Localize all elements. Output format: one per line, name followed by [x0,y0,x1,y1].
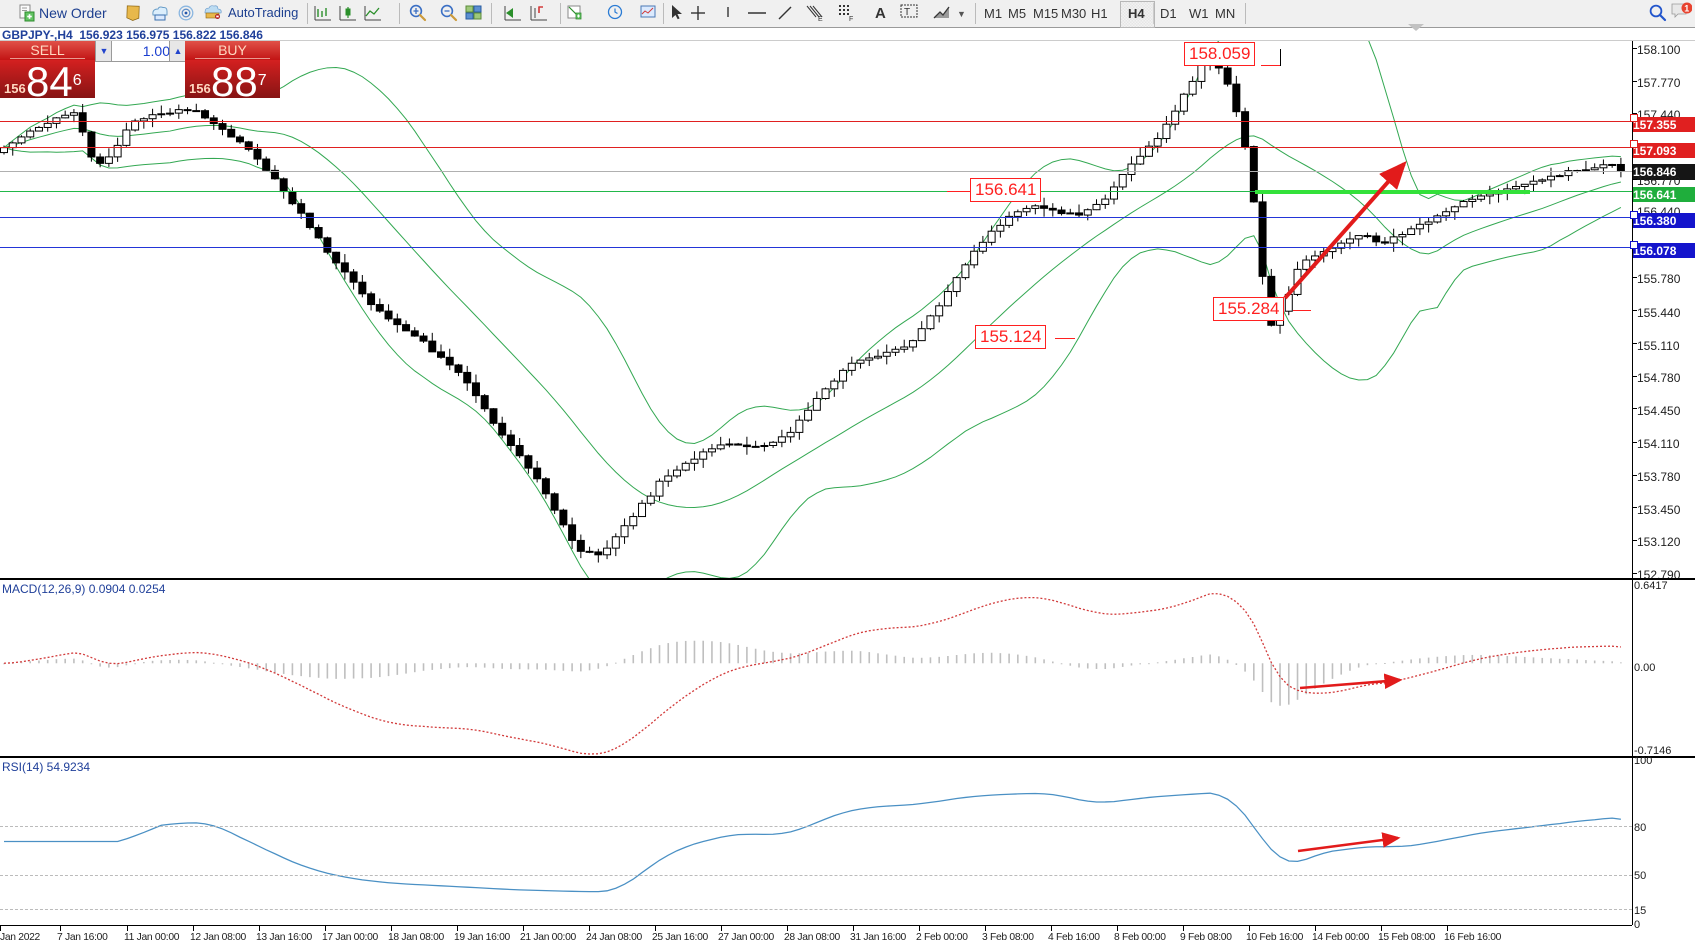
svg-text:E: E [818,16,823,22]
svg-text:F: F [849,16,853,22]
svg-text:T: T [904,7,910,18]
svg-text:1: 1 [1684,4,1689,14]
